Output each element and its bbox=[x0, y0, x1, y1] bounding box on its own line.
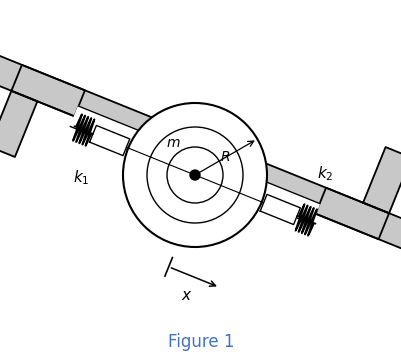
Text: $m$: $m$ bbox=[165, 136, 180, 150]
Circle shape bbox=[123, 103, 266, 247]
Polygon shape bbox=[89, 125, 130, 156]
Polygon shape bbox=[70, 106, 319, 224]
Text: $k_1$: $k_1$ bbox=[72, 168, 89, 187]
Text: $R$: $R$ bbox=[219, 150, 230, 164]
Polygon shape bbox=[362, 147, 401, 213]
Polygon shape bbox=[11, 65, 85, 116]
Text: $x$: $x$ bbox=[181, 288, 192, 303]
Circle shape bbox=[190, 170, 200, 180]
Text: $k_2$: $k_2$ bbox=[316, 164, 332, 183]
Text: Figure 1: Figure 1 bbox=[167, 333, 234, 351]
Polygon shape bbox=[315, 188, 388, 239]
Polygon shape bbox=[259, 194, 300, 225]
Polygon shape bbox=[0, 91, 37, 157]
Polygon shape bbox=[0, 0, 401, 303]
